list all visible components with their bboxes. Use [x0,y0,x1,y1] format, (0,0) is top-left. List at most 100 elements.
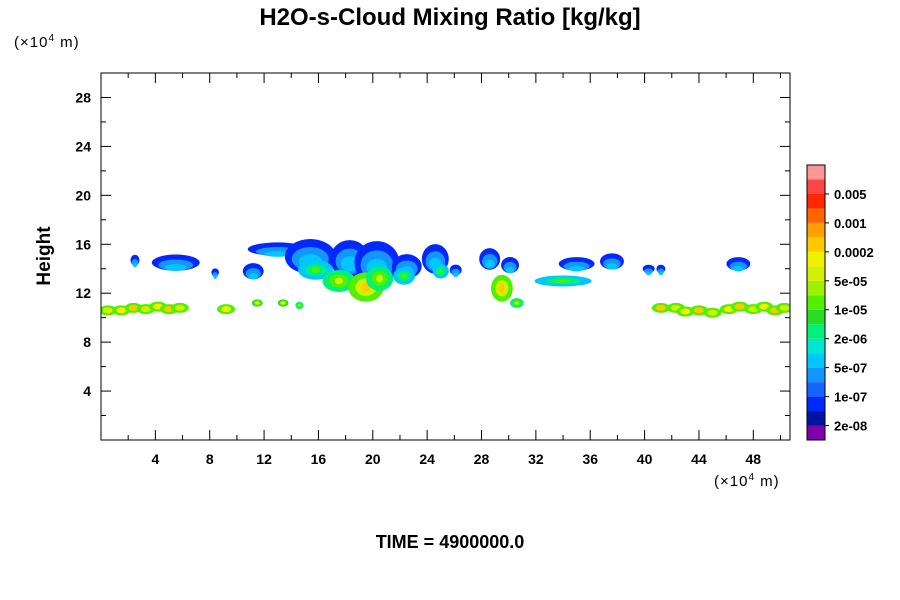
x-tick-label: 40 [637,451,653,467]
colorbar-label: 2e-08 [834,419,867,434]
y-unit-suffix: m) [55,34,80,51]
colorbar-swatch [807,324,825,339]
y-tick-label: 20 [75,187,91,203]
cloud-blob [212,272,218,278]
time-annotation: TIME = 4900000.0 [0,532,900,553]
cloud-blob [140,306,151,313]
x-axis-unit: (×104 m) [714,472,780,490]
cloud-field [101,239,790,318]
cloud-blob [452,272,459,278]
colorbar-swatch [807,251,825,267]
cloud-blob [376,274,383,283]
y-tick-label: 4 [83,383,91,399]
colorbar-label: 5e-05 [834,274,867,289]
colorbar-swatch [807,179,825,194]
y-tick-label: 24 [75,138,91,154]
cloud-blob [116,307,127,314]
colorbar-frame [806,164,826,441]
cloud-blob [515,301,519,305]
cloud-blob [248,272,258,280]
colorbar-swatch [807,208,825,223]
y-axis-label: Height [34,226,55,286]
x-tick-label: 24 [419,451,435,467]
cloud-blob [128,304,139,311]
x-tick-label: 28 [474,451,490,467]
x-unit-prefix: (×10 [714,473,749,490]
cloud-blob [255,301,259,305]
cloud-blob [505,266,515,274]
cloud-blob [693,307,704,314]
cloud-blob [438,268,443,274]
colorbar: 2e-08 1e-07 5e-07 2e-06 1e-05 5e-05 0.0002 0.00… [806,164,874,441]
colorbar-swatch [807,280,825,296]
cloud-blob [645,271,652,276]
x-tick-label: 12 [256,451,272,467]
cloud-blob [311,267,321,273]
x-tick-label: 48 [746,451,762,467]
x-tick-label: 32 [528,451,544,467]
cloud-blob [102,307,113,314]
cloud-blob [174,304,185,311]
colorbar-swatch [807,411,825,426]
colorbar-swatch [807,222,825,238]
colorbar-swatch [807,309,825,325]
plot-frame [100,72,791,441]
cloud-blob [707,309,718,316]
colorbar-swatch [807,338,825,354]
cloud-blob [644,268,654,274]
colorbar-swatch [807,237,825,252]
colorbar-swatch [807,382,825,397]
cloud-blob [734,303,745,310]
x-tick-label: 44 [691,451,707,467]
colorbar-swatch [807,193,825,209]
colorbar-label: 0.005 [834,187,867,202]
colorbar-swatch [807,425,825,440]
cloud-blob [658,271,663,276]
cloud-blob [213,275,217,279]
cloud-blob [568,265,585,272]
cloud-blob [732,265,744,272]
colorbar-swatch [807,165,825,180]
cloud-blob [655,304,666,311]
cloud-blob [657,268,665,274]
y-tick-label: 12 [75,285,91,301]
time-label: TIME = [375,532,440,552]
cloud-blob [221,306,232,313]
colorbar-label: 1e-07 [834,390,867,405]
cloud-blob [298,304,301,307]
cloud-blob [264,251,292,257]
cloud-blob [164,264,187,271]
x-tick-label: 36 [582,451,598,467]
cloud-blob [340,256,359,272]
colorbar-label: 2e-06 [834,332,867,347]
colorbar-swatch [807,353,825,368]
x-tick-label: 16 [311,451,327,467]
x-tick-label: 8 [206,451,214,467]
cloud-blob [281,301,285,305]
cloud-blob [499,284,505,293]
x-unit-suffix: m) [755,473,780,490]
colorbar-swatch [807,295,825,310]
colorbar-label: 1e-05 [834,303,867,318]
y-axis-unit: (×104 m) [14,33,80,51]
colorbar-label: 0.0002 [834,245,874,260]
cloud-blob [132,262,138,268]
x-tick-label: 4 [151,451,159,467]
colorbar-swatch [807,367,825,383]
cloud-blob [334,277,343,285]
colorbar-swatch [807,396,825,412]
chart-title: H2O-s-Cloud Mixing Ratio [kg/kg] [259,4,641,31]
colorbar-label: 0.001 [834,216,867,231]
y-unit-exponent: 4 [48,33,56,44]
x-tick-label: 20 [365,451,381,467]
cloud-blob [555,279,571,283]
y-tick-label: 8 [83,334,91,350]
y-unit-prefix: (×10 [14,34,49,51]
cloud-blob [759,303,770,310]
cloud-blob [484,259,495,269]
time-value: 4900000.0 [439,532,525,552]
cloud-blob [401,273,407,279]
colorbar-label: 5e-07 [834,361,867,376]
